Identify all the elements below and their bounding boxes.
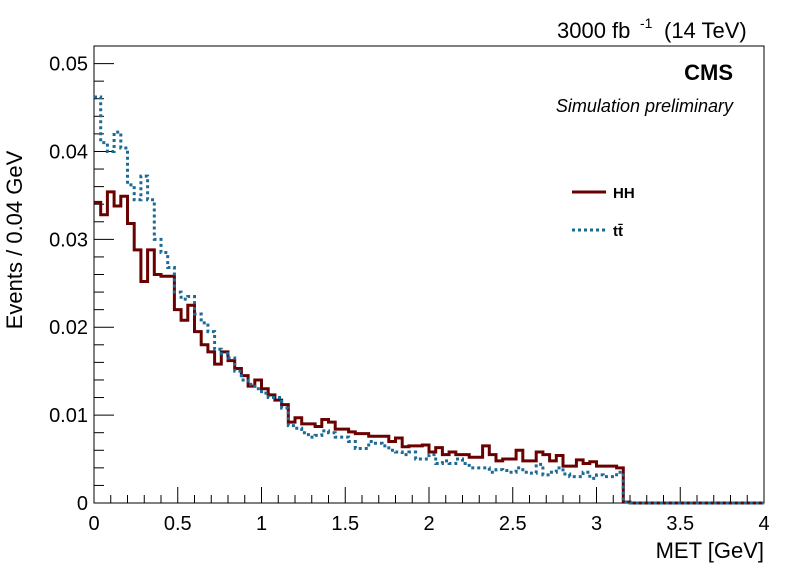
series-layer xyxy=(94,95,764,505)
legend-label-hh: HH xyxy=(613,185,635,202)
y-tick-label: 0 xyxy=(77,493,88,515)
y-tick-label: 0.05 xyxy=(49,54,88,76)
x-tick-label: 2 xyxy=(423,513,434,535)
y-tick-label: 0.01 xyxy=(49,405,88,427)
legend: HH tt̄ xyxy=(572,185,635,240)
y-tick-label: 0.03 xyxy=(49,229,88,251)
x-tick-label: 4 xyxy=(758,513,769,535)
x-axis: 0 0.5 1 1.5 2 2.5 3 3.5 4 xyxy=(88,487,770,535)
header-luminosity-exponent: -1 xyxy=(640,15,653,31)
series-hh-line xyxy=(94,190,764,505)
x-tick-label: 2.5 xyxy=(499,513,527,535)
x-tick-label: 3.5 xyxy=(666,513,694,535)
x-axis-title: MET [GeV] xyxy=(656,538,764,563)
series-ttbar-line xyxy=(94,95,764,505)
x-tick-label: 3 xyxy=(591,513,602,535)
x-tick-label: 1.5 xyxy=(331,513,359,535)
legend-label-ttbar: tt̄ xyxy=(613,223,623,240)
experiment-sublabel: Simulation preliminary xyxy=(556,96,734,116)
y-tick-label: 0.02 xyxy=(49,317,88,339)
header-luminosity: 3000 fb xyxy=(557,18,630,43)
y-axis-title: Events / 0.04 GeV xyxy=(2,150,27,329)
x-tick-label: 1 xyxy=(256,513,267,535)
x-tick-label: 0.5 xyxy=(164,513,192,535)
header-energy: (14 TeV) xyxy=(664,18,747,43)
x-tick-label: 0 xyxy=(88,513,99,535)
y-tick-label: 0.04 xyxy=(49,141,88,163)
experiment-label: CMS xyxy=(684,60,733,85)
y-axis: 0 0.01 0.02 0.03 0.04 0.05 xyxy=(49,45,114,515)
